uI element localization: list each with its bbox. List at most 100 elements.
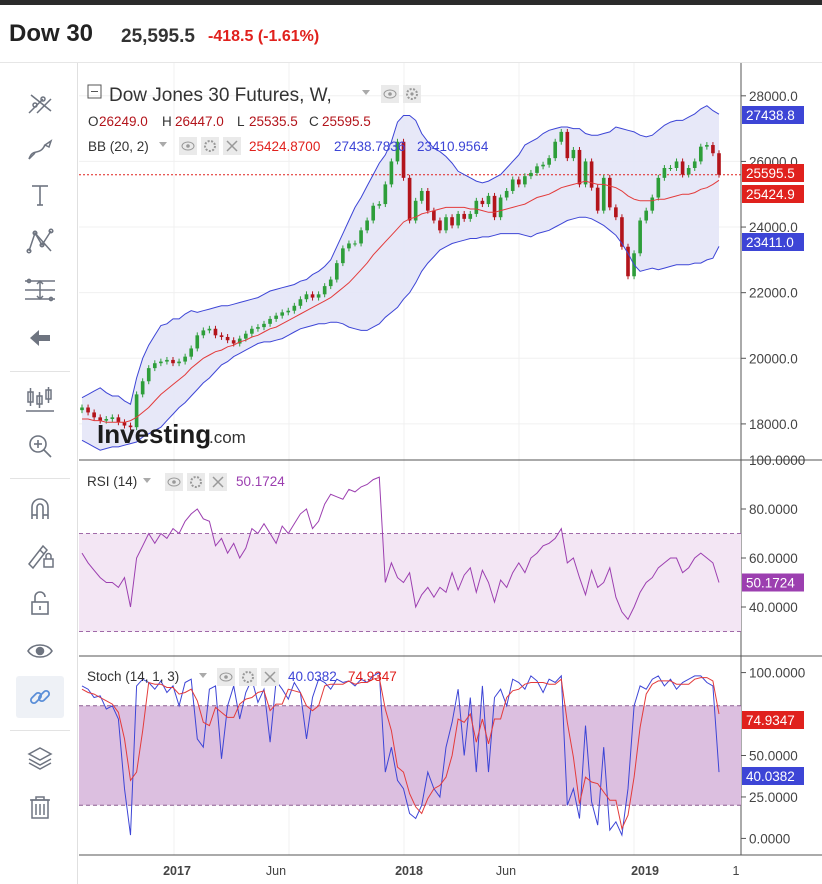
candle-body — [98, 417, 103, 421]
price-tick-label: 24000.0 — [749, 220, 798, 235]
candle-body — [250, 328, 254, 334]
candle-body — [698, 146, 703, 162]
layers-icon[interactable] — [16, 737, 64, 779]
brush-tool-icon[interactable] — [16, 129, 64, 171]
candle-body — [395, 141, 400, 162]
candle-body — [347, 243, 351, 249]
price-chart[interactable]: 28000.026000.024000.022000.020000.018000… — [79, 63, 822, 884]
candle-body — [498, 197, 503, 218]
candle-body — [547, 158, 551, 165]
stoch-dropdown-icon[interactable] — [199, 673, 207, 678]
last-price-tag-bg — [742, 164, 804, 182]
candle-body — [280, 312, 285, 316]
trash-icon[interactable] — [16, 786, 64, 828]
candle-body — [110, 417, 115, 419]
legend-main: Dow Jones 30 Futures, W, O26249.0 H 26447… — [87, 84, 489, 155]
candle-body — [274, 315, 278, 319]
rsi-dropdown-icon[interactable] — [143, 478, 151, 483]
candle-body — [92, 412, 96, 418]
svg-text:Stoch (14, 1, 3): Stoch (14, 1, 3) — [87, 669, 179, 684]
svg-text:Investing: Investing — [97, 419, 211, 449]
candle-body — [134, 394, 139, 428]
candle-body — [183, 356, 187, 362]
candle-body — [419, 190, 424, 201]
lock-drawing-icon[interactable] — [16, 534, 64, 576]
bb-mid-tag: 25424.9 — [746, 187, 795, 202]
magnet-icon[interactable] — [16, 487, 64, 529]
candle-body — [541, 164, 545, 167]
rsi-settings-icon[interactable] — [187, 473, 205, 491]
time-tick-label: 2018 — [395, 864, 423, 878]
candle-body — [492, 195, 497, 218]
candle-body — [577, 149, 582, 185]
candle-body — [116, 417, 121, 423]
stoch-remove-icon[interactable] — [261, 668, 279, 686]
instrument-name: Dow 30 — [9, 20, 94, 47]
candle-body — [219, 335, 224, 337]
bb-lower-tag: 23411.0 — [746, 235, 794, 250]
candle-body — [650, 197, 655, 211]
candle-body — [692, 161, 697, 168]
chart-area[interactable]: 28000.0 26000.0 24000.0 22000.0 20000.0 18000… — [79, 63, 822, 884]
candle-body — [450, 217, 454, 226]
rsi-eye-icon[interactable] — [165, 473, 183, 491]
candle-body — [656, 177, 661, 198]
collapse-toggle-icon[interactable] — [87, 84, 102, 99]
legend-stoch: Stoch (14, 1, 3) 40.0382 74.9347 — [87, 668, 397, 686]
candle-body — [159, 361, 163, 364]
bb-settings-icon[interactable] — [201, 137, 219, 155]
candle-body — [644, 210, 649, 221]
back-arrow-icon[interactable] — [16, 317, 64, 359]
stoch-d-line — [81, 676, 720, 831]
chart-type-icon[interactable] — [16, 378, 64, 420]
candle-body — [705, 145, 709, 147]
candle-body — [444, 217, 448, 231]
bb-dropdown-icon[interactable] — [159, 142, 167, 147]
candle-body — [662, 167, 667, 178]
candle-body — [262, 323, 266, 328]
candle-body — [413, 200, 418, 221]
candle-body — [86, 407, 90, 413]
stoch-settings-icon[interactable] — [239, 668, 257, 686]
pattern-tool-icon[interactable] — [16, 220, 64, 262]
rsi-tick-label: 80.0000 — [749, 502, 798, 517]
bb-upper-tag: 27438.8 — [746, 108, 795, 123]
visibility-eye-icon[interactable] — [16, 630, 64, 672]
candle-body — [595, 187, 600, 211]
candle-body — [122, 422, 127, 426]
candle-body — [620, 217, 624, 247]
instrument-dropdown-icon[interactable] — [362, 90, 370, 95]
candle-body — [165, 359, 169, 362]
legend-bb-label: BB (20, 2) — [88, 139, 149, 154]
bb-upper-tag-bg — [742, 106, 804, 124]
crosshair-tool-icon[interactable] — [16, 81, 64, 123]
candle-body — [237, 338, 242, 344]
toolbar-separator — [10, 371, 70, 372]
rsi-remove-icon[interactable] — [209, 473, 227, 491]
zoom-in-icon[interactable] — [16, 425, 64, 467]
candle-body — [359, 230, 363, 244]
settings-gear-icon[interactable] — [403, 85, 421, 103]
candle-body — [322, 286, 327, 295]
measure-tool-icon[interactable] — [16, 269, 64, 311]
bb-remove-icon[interactable] — [223, 137, 241, 155]
candle-body — [256, 327, 260, 329]
candle-body — [535, 166, 539, 173]
stoch-d-tag-bg — [742, 711, 804, 729]
rsi-axis: 100.0000 80.0000 60.0000 40.0000 — [741, 453, 805, 615]
stoch-eye-icon[interactable] — [217, 668, 235, 686]
time-tick-label: 2019 — [631, 864, 659, 878]
candle-body — [401, 141, 406, 178]
text-tool-icon[interactable] — [16, 174, 64, 216]
unlock-icon[interactable] — [16, 582, 64, 624]
candle-body — [565, 131, 570, 159]
link-icon[interactable] — [16, 676, 64, 718]
candle-body — [607, 177, 612, 208]
bb-eye-icon[interactable] — [179, 137, 197, 155]
time-tick-label: 2017 — [163, 864, 191, 878]
eye-toggle-icon[interactable] — [381, 85, 399, 103]
bollinger-mid-line — [82, 179, 720, 423]
candle-body — [516, 179, 521, 185]
stoch-axis: 100.0000 50.0000 25.0000 0.0000 — [741, 666, 805, 846]
time-tick-label: 1 — [733, 864, 740, 878]
